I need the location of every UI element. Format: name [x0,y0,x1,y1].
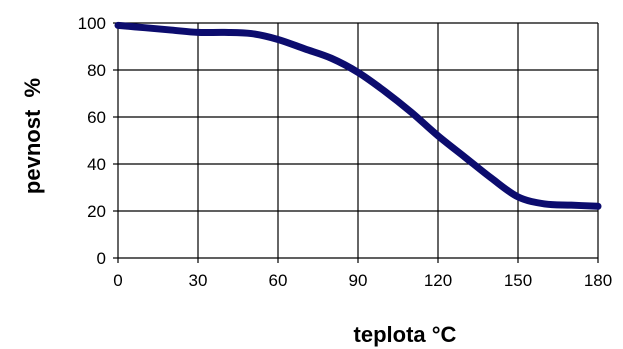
grid [113,22,599,263]
y-tick-label-40: 40 [87,155,106,174]
y-tick-label-0: 0 [97,249,106,268]
x-tick-labels: 0 30 60 90 120 150 180 [113,271,612,290]
x-tick-label-0: 0 [113,271,122,290]
x-tick-label-150: 150 [504,271,532,290]
series-line-0 [114,21,602,210]
series-group [114,21,602,210]
x-tick-label-30: 30 [189,271,208,290]
y-tick-labels: 0 20 40 60 80 100 [78,14,106,268]
y-tick-label-60: 60 [87,108,106,127]
x-tick-label-180: 180 [584,271,612,290]
y-tick-label-20: 20 [87,202,106,221]
y-axis-label: pevnost % [20,78,45,194]
x-tick-label-60: 60 [269,271,288,290]
y-tick-label-100: 100 [78,14,106,33]
x-tick-label-90: 90 [349,271,368,290]
x-axis-label: teplota °C [354,322,457,347]
y-tick-label-80: 80 [87,61,106,80]
x-tick-label-120: 120 [424,271,452,290]
